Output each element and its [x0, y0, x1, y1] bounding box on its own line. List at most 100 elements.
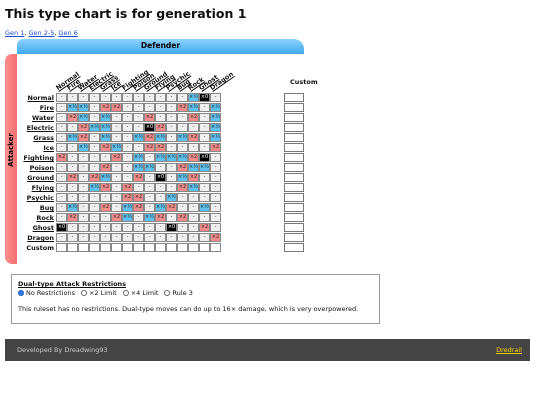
matchup-cell[interactable]: - [100, 213, 111, 222]
matchup-cell[interactable]: - [111, 233, 122, 242]
matchup-cell[interactable]: - [67, 163, 78, 172]
matchup-cell[interactable]: - [89, 203, 100, 212]
matchup-cell[interactable]: ×½ [155, 153, 166, 162]
row-header-electric[interactable]: Electric [26, 124, 54, 132]
matchup-cell[interactable]: ×½ [144, 213, 155, 222]
matchup-cell[interactable]: - [111, 173, 122, 182]
row-header-flying[interactable]: Flying [31, 184, 54, 192]
matchup-cell[interactable]: - [78, 233, 89, 242]
matchup-cell[interactable]: - [78, 173, 89, 182]
matchup-cell[interactable]: ×½ [210, 123, 221, 132]
option-2x-limit[interactable]: ×2 Limit [80, 289, 117, 297]
matchup-cell[interactable]: - [144, 173, 155, 182]
matchup-cell[interactable]: ×½ [210, 113, 221, 122]
matchup-cell[interactable]: ×½ [188, 183, 199, 192]
row-header-rock[interactable]: Rock [36, 214, 54, 222]
matchup-cell[interactable]: ×½ [188, 163, 199, 172]
matchup-cell[interactable]: - [199, 103, 210, 112]
custom-column-cell[interactable] [284, 153, 304, 162]
matchup-cell[interactable]: ×2 [188, 113, 199, 122]
custom-row-cell[interactable] [177, 243, 188, 252]
matchup-cell[interactable]: - [100, 223, 111, 232]
matchup-cell[interactable]: - [78, 223, 89, 232]
matchup-cell[interactable]: - [111, 93, 122, 102]
matchup-cell[interactable]: ×2 [188, 173, 199, 182]
matchup-cell[interactable]: ×0 [155, 173, 166, 182]
matchup-cell[interactable]: ×2 [155, 213, 166, 222]
row-header-ground[interactable]: Ground [27, 174, 54, 182]
matchup-cell[interactable]: ×2 [67, 113, 78, 122]
matchup-cell[interactable]: ×2 [144, 143, 155, 152]
row-header-dragon[interactable]: Dragon [27, 234, 54, 242]
matchup-cell[interactable]: ×2 [89, 173, 100, 182]
matchup-cell[interactable]: ×½ [100, 133, 111, 142]
matchup-cell[interactable]: - [188, 123, 199, 132]
row-header-water[interactable]: Water [31, 114, 54, 122]
matchup-cell[interactable]: - [133, 143, 144, 152]
matchup-cell[interactable]: ×½ [122, 213, 133, 222]
matchup-cell[interactable]: - [56, 183, 67, 192]
matchup-cell[interactable]: ×2 [177, 163, 188, 172]
matchup-cell[interactable]: ×½ [144, 163, 155, 172]
matchup-cell[interactable]: - [89, 93, 100, 102]
matchup-cell[interactable]: - [155, 183, 166, 192]
matchup-cell[interactable]: ×½ [210, 103, 221, 112]
matchup-cell[interactable]: - [56, 213, 67, 222]
matchup-cell[interactable]: ×½ [133, 133, 144, 142]
custom-row-cell[interactable] [100, 243, 111, 252]
matchup-cell[interactable]: - [199, 133, 210, 142]
matchup-cell[interactable]: ×½ [78, 113, 89, 122]
matchup-cell[interactable]: - [177, 233, 188, 242]
row-header-ice[interactable]: Ice [43, 144, 54, 152]
matchup-cell[interactable]: ×½ [78, 143, 89, 152]
matchup-cell[interactable]: ×½ [177, 173, 188, 182]
matchup-cell[interactable]: - [210, 223, 221, 232]
matchup-cell[interactable]: - [89, 223, 100, 232]
matchup-cell[interactable]: - [89, 143, 100, 152]
matchup-cell[interactable]: - [89, 113, 100, 122]
matchup-cell[interactable]: - [133, 233, 144, 242]
matchup-cell[interactable]: ×½ [166, 193, 177, 202]
matchup-cell[interactable]: - [122, 153, 133, 162]
matchup-cell[interactable]: - [166, 113, 177, 122]
custom-column-cell[interactable] [284, 143, 304, 152]
matchup-cell[interactable]: - [122, 123, 133, 132]
matchup-cell[interactable]: - [166, 123, 177, 132]
custom-column-cell[interactable] [284, 223, 304, 232]
matchup-cell[interactable]: - [67, 153, 78, 162]
gen-6-link[interactable]: Gen 6 [58, 29, 78, 37]
matchup-cell[interactable]: - [89, 163, 100, 172]
custom-column-cell[interactable] [284, 243, 304, 252]
matchup-cell[interactable]: ×½ [122, 203, 133, 212]
matchup-cell[interactable]: ×½ [78, 103, 89, 112]
matchup-cell[interactable]: - [67, 123, 78, 132]
matchup-cell[interactable]: - [188, 203, 199, 212]
custom-column-cell[interactable] [284, 233, 304, 242]
matchup-cell[interactable]: ×2 [100, 143, 111, 152]
matchup-cell[interactable]: - [78, 93, 89, 102]
matchup-cell[interactable]: - [89, 153, 100, 162]
matchup-cell[interactable]: - [177, 123, 188, 132]
matchup-cell[interactable]: - [89, 103, 100, 112]
matchup-cell[interactable]: - [188, 213, 199, 222]
matchup-cell[interactable]: - [122, 103, 133, 112]
matchup-cell[interactable]: - [56, 233, 67, 242]
matchup-cell[interactable]: - [56, 163, 67, 172]
matchup-cell[interactable]: - [56, 113, 67, 122]
custom-row-cell[interactable] [67, 243, 78, 252]
matchup-cell[interactable]: - [210, 183, 221, 192]
matchup-cell[interactable]: ×½ [199, 203, 210, 212]
matchup-cell[interactable]: - [111, 183, 122, 192]
matchup-cell[interactable]: ×2 [133, 193, 144, 202]
row-header-bug[interactable]: Bug [39, 204, 54, 212]
matchup-cell[interactable]: - [67, 143, 78, 152]
matchup-cell[interactable]: - [166, 183, 177, 192]
matchup-cell[interactable]: - [210, 193, 221, 202]
matchup-cell[interactable]: ×2 [122, 193, 133, 202]
matchup-cell[interactable]: ×2 [67, 213, 78, 222]
matchup-cell[interactable]: - [155, 193, 166, 202]
matchup-cell[interactable]: ×½ [133, 153, 144, 162]
matchup-cell[interactable]: - [56, 93, 67, 102]
matchup-cell[interactable]: ×½ [177, 153, 188, 162]
row-header-poison[interactable]: Poison [29, 164, 54, 172]
